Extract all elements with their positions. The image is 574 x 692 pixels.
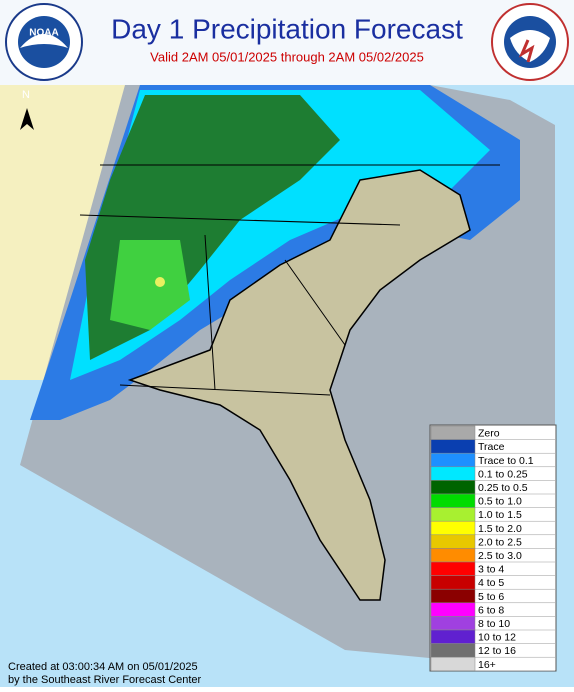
legend-swatch [430,466,476,481]
logo-bolt [518,39,535,63]
legend-label: 2.0 to 2.5 [478,536,522,548]
legend-label: 1.5 to 2.0 [478,523,522,535]
legend-label: 16+ [478,659,496,671]
legend-swatch [430,643,476,658]
legend-label: 6 to 8 [478,604,504,616]
logo-text: NOAA [29,28,58,39]
legend-label: 0.25 to 0.5 [478,482,528,494]
legend-swatch [430,588,476,604]
legend-label: Zero [478,428,500,440]
precip-max [155,277,165,287]
legend-label: Trace to 0.1 [478,455,534,467]
legend-label: 12 to 16 [478,645,516,657]
legend-label: 0.1 to 0.25 [478,468,528,480]
legend-label: 1.0 to 1.5 [478,509,522,521]
legend-swatch [430,616,476,631]
legend-label: 3 to 4 [478,564,504,576]
legend-swatch [430,534,476,549]
legend-swatch [430,575,476,590]
legend-label: 5 to 6 [478,591,504,603]
legend-label: 10 to 12 [478,632,516,644]
north-label: N [22,89,30,101]
legend-label: 8 to 10 [478,618,510,630]
legend-label: Trace [478,441,505,453]
map: N [0,85,555,670]
legend-swatch [430,493,476,508]
footer-line: Created at 03:00:34 AM on 05/01/2025 [8,661,198,673]
legend-swatch [430,507,476,522]
north-arrow: N [20,89,34,130]
footer-line: by the Southeast River Forecast Center [8,674,202,686]
legend-label: 2.5 to 3.0 [478,550,522,562]
logo-cloud [510,30,550,62]
title: Day 1 Precipitation Forecast [111,13,463,44]
legend-swatch [430,656,476,672]
legend-swatch [430,520,476,536]
legend-swatch [430,602,476,617]
arrow [20,108,34,130]
legend-label: 0.5 to 1.0 [478,496,522,508]
legend-swatch [430,480,476,495]
logo-bird [20,34,68,48]
dry-land [127,169,471,601]
legend-label: 4 to 5 [478,577,504,589]
legend-swatch [430,425,476,440]
legend-swatch [430,561,476,576]
legend-swatch [430,629,476,644]
state-borders [79,164,500,396]
noaa-logo: NOAA [5,3,83,81]
legend-swatch [430,548,476,563]
subtitle: Valid 2AM 05/01/2025 through 2AM 05/02/2… [150,49,424,64]
legend-swatch [430,452,476,468]
legend-swatch [430,439,476,454]
nws-logo [491,3,569,81]
header [0,0,574,85]
precip-bright [110,240,190,330]
